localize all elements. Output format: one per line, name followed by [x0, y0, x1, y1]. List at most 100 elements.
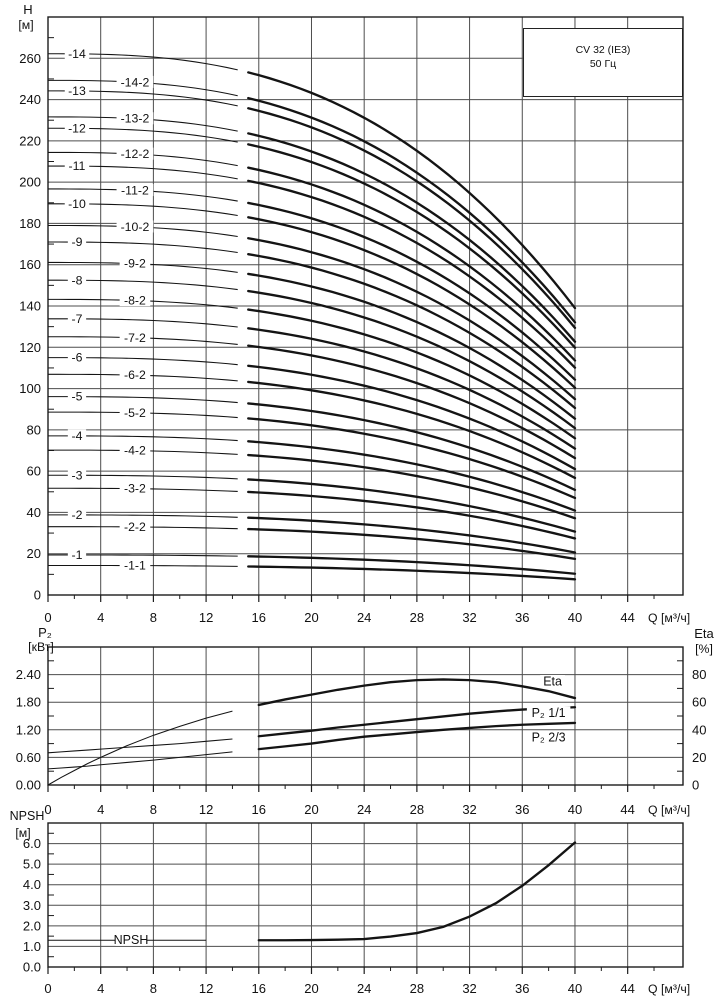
q-axis-tick-label: 12 — [199, 802, 213, 817]
pump-curve-14-bold — [247, 71, 577, 310]
h-axis-tick-label: 140 — [19, 299, 41, 314]
pump-curve-5-2-bold — [247, 417, 577, 500]
pump-curve-3-2-bold — [247, 490, 577, 540]
pump-curve-10-2-bold — [247, 237, 577, 401]
q-axis-tick-label: 0 — [44, 802, 51, 817]
curve-Eta-bold — [257, 678, 577, 707]
curve-label-13-bg — [64, 84, 90, 97]
curve-label-6-2-bg — [119, 368, 151, 381]
p2-tick-label: 1.20 — [16, 722, 41, 737]
eta-tick-label: 40 — [692, 722, 706, 737]
curve-label-6-bg — [67, 351, 87, 364]
q-axis-unit: Q [м³/ч] — [648, 982, 690, 996]
npsh-tick-label: 4.0 — [23, 877, 41, 892]
pump-curve-11-bold — [247, 179, 577, 369]
curve-Eta-thin — [47, 710, 233, 786]
npsh-tick-label: 3.0 — [23, 898, 41, 913]
h-axis-tick-label: 20 — [27, 546, 41, 561]
plot-frame — [47, 16, 684, 596]
curve-label-P-1/1: P₂ 1/1 — [532, 706, 566, 720]
pump-curve-3-bold — [247, 478, 577, 533]
curve-label-12-2: -12-2 — [121, 147, 150, 161]
curve-label-8-2-bg — [119, 294, 151, 307]
h-axis-tick-label: 80 — [27, 422, 41, 437]
pump-curve-10-bold — [247, 216, 577, 389]
curve-label-7: -7 — [72, 312, 83, 326]
eta-axis-unit: [%] — [695, 642, 713, 656]
pump-curve-14-2-bold — [247, 96, 577, 324]
curve-label-2: -2 — [72, 508, 83, 522]
p2-tick-label: 2.40 — [16, 667, 41, 682]
q-axis-tick-label: 20 — [304, 981, 318, 996]
h-axis-tick-label: 220 — [19, 133, 41, 148]
q-axis-tick-label: 40 — [568, 981, 582, 996]
curve-label-3-2-bg — [119, 482, 151, 495]
curve-label-14: -14 — [68, 47, 86, 61]
q-axis-tick-label: 16 — [252, 610, 266, 625]
curve-label-10-bg — [64, 197, 90, 210]
curve-label-11-2: -11-2 — [121, 183, 149, 197]
q-axis-tick-label: 36 — [515, 610, 529, 625]
curve-label-8-2: -8-2 — [124, 294, 146, 308]
q-axis-tick-label: 20 — [304, 802, 318, 817]
pump-curve-1-bold — [247, 555, 577, 575]
curve-label-1-bg — [67, 548, 87, 561]
curve-label-10: -10 — [68, 197, 86, 211]
curve-label-1-1-bg — [119, 559, 151, 572]
curve-label-2-2-bg — [119, 520, 151, 533]
curve-label-14-2: -14-2 — [121, 75, 150, 89]
pump-curve-8-2-bold — [247, 308, 577, 440]
q-axis-unit: Q [м³/ч] — [648, 611, 690, 625]
q-axis-tick-label: 8 — [150, 610, 157, 625]
h-axis-unit: [м] — [18, 18, 33, 32]
curve-label-3-bg — [67, 468, 87, 481]
eta-axis-title: Eta — [694, 626, 714, 641]
npsh-chart: NPSH 0.0 1.0 2.0 3.0 4.0 5.0 6.0 0 4 8 12 16 20 24 28 32… — [10, 809, 691, 996]
curve-label-4-bg — [67, 429, 87, 442]
eta-tick-label: 20 — [692, 750, 706, 765]
curve-label-4-2-bg — [119, 444, 151, 457]
h-axis-tick-label: 160 — [19, 257, 41, 272]
q-axis-tick-label: 0 — [44, 981, 51, 996]
h-axis-tick-label: 60 — [27, 464, 41, 479]
frequency-label: 50 Гц — [589, 57, 617, 70]
curve-label-2-bg — [67, 508, 87, 521]
npsh-tick-label: 2.0 — [23, 918, 41, 933]
curve-label-12-bg — [64, 121, 90, 135]
curve-label-4-2: -4-2 — [124, 444, 146, 458]
curve-label-10-2: -10-2 — [121, 220, 150, 234]
curve-label-npsh: NPSH — [114, 933, 149, 947]
curve-label-12-2-bg — [116, 147, 154, 160]
h-axis-tick-label: 120 — [19, 340, 41, 355]
curve-label-12: -12 — [68, 121, 86, 135]
h-axis-tick-label: 240 — [19, 92, 41, 107]
pump-curve-9-bold — [247, 253, 577, 410]
pump-curve-7-bold — [247, 327, 577, 450]
q-axis-tick-label: 40 — [568, 610, 582, 625]
pump-curve-5-bold — [247, 402, 577, 492]
curve-label-5-2: -5-2 — [124, 406, 146, 420]
q-axis-tick-label: 0 — [44, 610, 51, 625]
npsh-tick-label: 0.0 — [23, 960, 41, 975]
q-axis-tick-label: 28 — [410, 610, 424, 625]
curve-label-P-1/1-bg — [526, 706, 571, 719]
curve-label-14-2-bg — [116, 75, 154, 88]
curve-label-11: -11 — [69, 159, 86, 173]
curve-npsh-bold — [257, 841, 577, 942]
npsh-tick-label: 1.0 — [23, 939, 41, 954]
q-axis-tick-label: 24 — [357, 802, 371, 817]
curve-label-13: -13 — [68, 84, 86, 98]
p2-tick-label: 0.60 — [16, 750, 41, 765]
h-axis-tick-label: 40 — [27, 505, 41, 520]
pump-curve-6-bold — [247, 364, 577, 471]
q-axis-tick-label: 16 — [252, 802, 266, 817]
q-axis-tick-label: 28 — [410, 981, 424, 996]
q-axis-tick-label: 44 — [620, 610, 634, 625]
curve-label-3: -3 — [72, 468, 83, 482]
npsh-tick-label: 6.0 — [23, 836, 41, 851]
npsh-tick-label: 5.0 — [23, 857, 41, 872]
pump-curve-1-1-bold — [247, 565, 577, 581]
curve-label-Eta-bg — [540, 675, 565, 688]
q-axis-tick-label: 32 — [462, 802, 476, 817]
q-axis-unit: Q [м³/ч] — [648, 803, 690, 817]
